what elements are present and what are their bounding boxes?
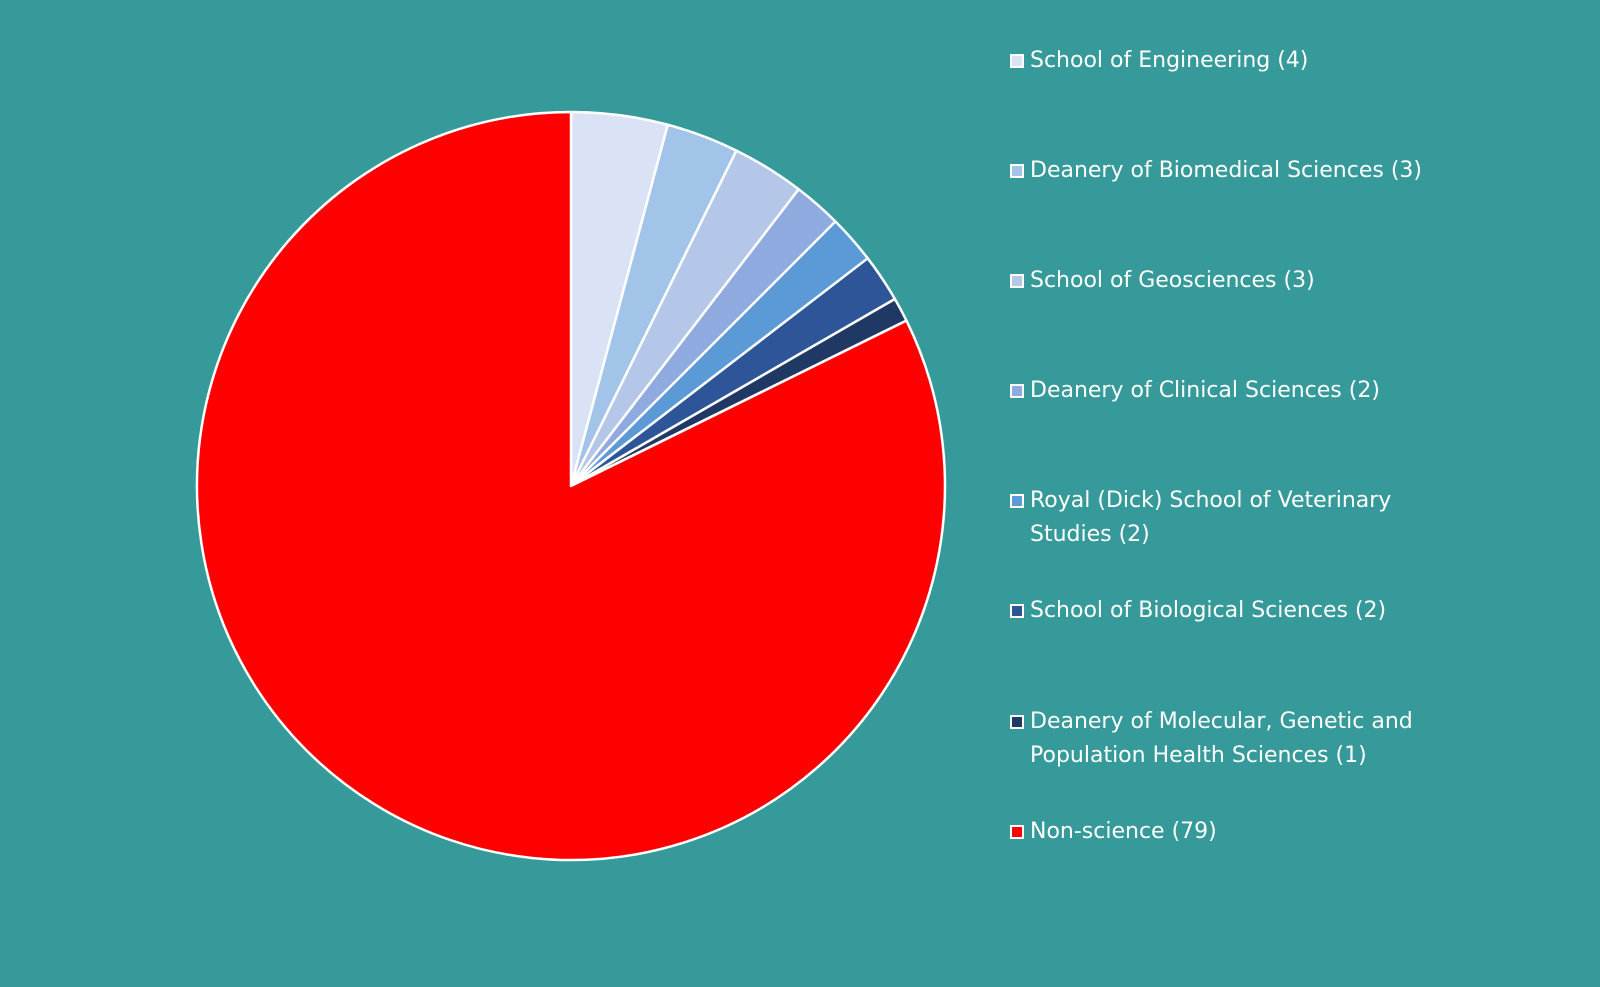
legend-label: Deanery of Biomedical Sciences (3) (1030, 158, 1422, 183)
legend-label: Royal (Dick) School of Veterinary Studie… (1030, 488, 1392, 547)
legend-label: School of Engineering (4) (1030, 48, 1309, 73)
legend-label: Deanery of Clinical Sciences (2) (1030, 378, 1380, 403)
pie-slice-8 (195, 110, 947, 862)
legend-swatch (1010, 604, 1024, 618)
legend-item: Deanery of Biomedical Sciences (3) (1010, 158, 1570, 188)
legend-item: Non-science (79) (1010, 819, 1570, 849)
legend-swatch (1010, 384, 1024, 398)
legend-item: Deanery of Molecular, Genetic and Popula… (1010, 709, 1570, 773)
legend-item: School of Geosciences (3) (1010, 268, 1570, 298)
pie-slices (195, 110, 947, 862)
legend-swatch (1010, 54, 1024, 68)
legend-swatch (1010, 494, 1024, 508)
chart-legend: School of Engineering (4) Deanery of Bio… (1010, 0, 1570, 987)
legend-label: Non-science (79) (1030, 819, 1217, 844)
legend-swatch (1010, 274, 1024, 288)
legend-item: School of Engineering (4) (1010, 48, 1570, 78)
legend-label: Deanery of Molecular, Genetic and Popula… (1030, 709, 1413, 768)
legend-swatch (1010, 825, 1024, 839)
legend-label: School of Geosciences (3) (1030, 268, 1315, 293)
legend-item: Deanery of Clinical Sciences (2) (1010, 378, 1570, 408)
legend-item: School of Biological Sciences (2) (1010, 598, 1570, 628)
legend-label: School of Biological Sciences (2) (1030, 598, 1387, 623)
legend-swatch (1010, 164, 1024, 178)
legend-swatch (1010, 715, 1024, 729)
legend-item: Royal (Dick) School of Veterinary Studie… (1010, 488, 1570, 552)
